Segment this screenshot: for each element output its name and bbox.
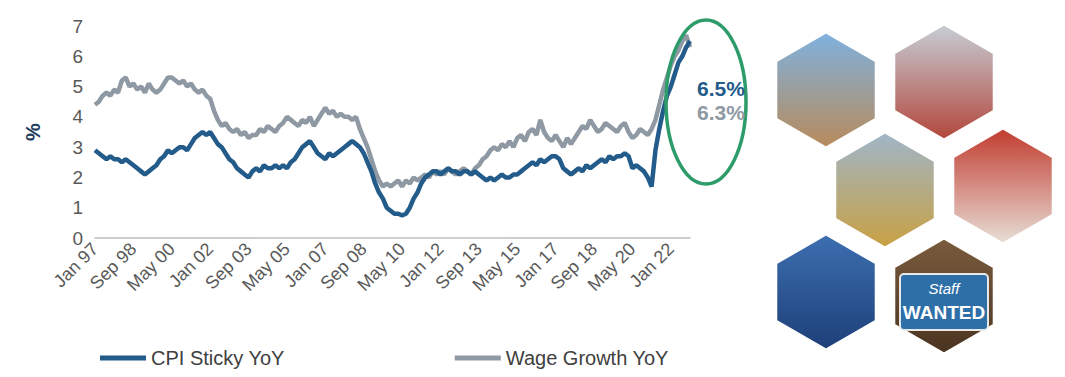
svg-text:3: 3	[72, 137, 83, 158]
svg-text:Sep 18: Sep 18	[546, 238, 602, 294]
svg-text:May 20: May 20	[584, 239, 640, 295]
svg-text:6.3%: 6.3%	[697, 101, 745, 124]
svg-text:Sep 98: Sep 98	[86, 238, 141, 294]
svg-text:Sep 08: Sep 08	[316, 238, 371, 294]
svg-text:May 05: May 05	[238, 239, 294, 295]
svg-text:May 10: May 10	[353, 239, 409, 295]
svg-text:WANTED: WANTED	[903, 302, 985, 323]
svg-text:6.5%: 6.5%	[697, 77, 745, 100]
svg-text:0: 0	[72, 227, 83, 249]
svg-text:Staff: Staff	[929, 280, 962, 297]
svg-text:5: 5	[72, 76, 83, 97]
svg-text:May 00: May 00	[123, 239, 179, 295]
svg-text:1: 1	[72, 197, 83, 218]
svg-text:Jan 17: Jan 17	[510, 238, 563, 292]
svg-text:6: 6	[72, 46, 83, 67]
svg-text:Jan 22: Jan 22	[626, 239, 678, 291]
svg-text:Jan 12: Jan 12	[395, 238, 448, 292]
svg-text:%: %	[22, 123, 44, 141]
svg-text:Sep 13: Sep 13	[431, 238, 486, 294]
svg-text:7: 7	[72, 16, 83, 37]
svg-text:CPI Sticky YoY: CPI Sticky YoY	[151, 347, 284, 369]
svg-text:Jan 02: Jan 02	[164, 238, 218, 292]
svg-text:Jan 97: Jan 97	[49, 238, 103, 292]
svg-text:Jan 07: Jan 07	[280, 238, 333, 292]
svg-text:Sep 03: Sep 03	[201, 238, 256, 294]
svg-text:2: 2	[72, 167, 83, 188]
svg-text:May 15: May 15	[468, 239, 524, 295]
svg-text:4: 4	[72, 106, 83, 127]
svg-text:Wage Growth YoY: Wage Growth YoY	[506, 347, 669, 369]
